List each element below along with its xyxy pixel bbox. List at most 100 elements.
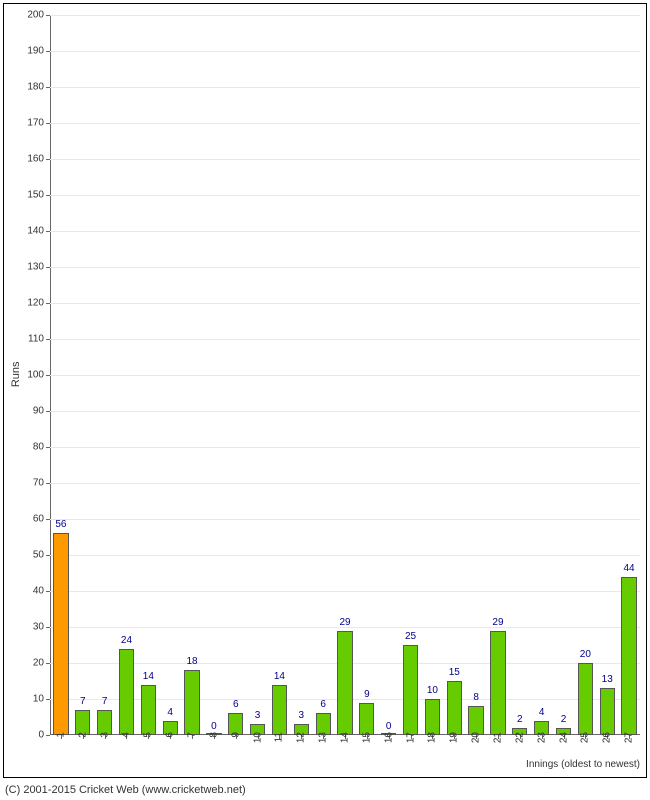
x-tick-label: 24 (558, 732, 569, 743)
y-tick (46, 735, 50, 736)
y-tick (46, 123, 50, 124)
y-tick-label: 40 (10, 586, 44, 597)
bar (53, 533, 68, 735)
bar-value-label: 6 (320, 699, 326, 710)
y-tick (46, 339, 50, 340)
y-tick-label: 120 (10, 298, 44, 309)
x-tick-label: 9 (230, 732, 241, 738)
gridline (50, 123, 640, 124)
gridline (50, 15, 640, 16)
bar (359, 703, 374, 735)
y-tick-label: 0 (10, 730, 44, 741)
bar-value-label: 9 (364, 689, 370, 700)
bar (468, 706, 483, 735)
bar-value-label: 13 (602, 674, 613, 685)
bar-value-label: 15 (449, 667, 460, 678)
y-tick-label: 60 (10, 514, 44, 525)
bar (621, 577, 636, 735)
bar (447, 681, 462, 735)
bar-value-label: 0 (211, 721, 217, 732)
gridline (50, 411, 640, 412)
y-tick-label: 90 (10, 406, 44, 417)
x-tick-label: 7 (187, 732, 198, 738)
bar-value-label: 7 (102, 696, 108, 707)
x-tick-label: 14 (340, 732, 351, 743)
x-tick-label: 22 (514, 732, 525, 743)
bar-value-label: 14 (274, 671, 285, 682)
x-tick-label: 4 (121, 732, 132, 738)
bar-value-label: 20 (580, 649, 591, 660)
y-tick (46, 267, 50, 268)
y-tick-label: 30 (10, 622, 44, 633)
bar-value-label: 3 (299, 710, 305, 721)
bar-value-label: 29 (339, 617, 350, 628)
y-tick (46, 15, 50, 16)
y-tick (46, 699, 50, 700)
y-tick (46, 231, 50, 232)
bar-value-label: 25 (405, 631, 416, 642)
bar-value-label: 0 (386, 721, 392, 732)
x-tick-label: 8 (208, 732, 219, 738)
gridline (50, 303, 640, 304)
x-tick-label: 11 (274, 732, 285, 742)
bar-value-label: 18 (186, 656, 197, 667)
y-tick-label: 20 (10, 658, 44, 669)
bar-value-label: 4 (167, 707, 173, 718)
plot-area: 0102030405060708090100110120130140150160… (50, 15, 640, 735)
bar-value-label: 10 (427, 685, 438, 696)
x-tick-label: 13 (318, 732, 329, 743)
y-tick-label: 110 (10, 334, 44, 345)
x-tick-label: 23 (536, 732, 547, 743)
x-tick-label: 12 (296, 732, 307, 743)
gridline (50, 447, 640, 448)
gridline (50, 339, 640, 340)
gridline (50, 159, 640, 160)
copyright-text: (C) 2001-2015 Cricket Web (www.cricketwe… (5, 784, 246, 796)
y-tick (46, 663, 50, 664)
x-tick-label: 6 (165, 732, 176, 738)
gridline (50, 51, 640, 52)
x-tick-label: 21 (492, 732, 503, 743)
y-tick-label: 170 (10, 118, 44, 129)
x-tick-label: 25 (580, 732, 591, 743)
y-tick-label: 200 (10, 10, 44, 21)
x-axis-label: Innings (oldest to newest) (526, 759, 640, 770)
gridline (50, 591, 640, 592)
bar-value-label: 4 (539, 707, 545, 718)
y-tick (46, 627, 50, 628)
gridline (50, 483, 640, 484)
bar-value-label: 3 (255, 710, 261, 721)
bar (425, 699, 440, 735)
x-tick-label: 27 (624, 732, 635, 743)
y-tick-label: 50 (10, 550, 44, 561)
bar-value-label: 7 (80, 696, 86, 707)
x-tick-label: 15 (361, 732, 372, 743)
bar-value-label: 2 (517, 714, 523, 725)
y-tick (46, 555, 50, 556)
y-tick (46, 483, 50, 484)
bar (119, 649, 134, 735)
bar-value-label: 6 (233, 699, 239, 710)
bar (403, 645, 418, 735)
x-tick-label: 19 (449, 732, 460, 743)
x-tick-label: 1 (55, 732, 66, 738)
bar-value-label: 2 (561, 714, 567, 725)
y-tick-label: 100 (10, 370, 44, 381)
chart-container: Runs 01020304050607080901001101201301401… (0, 0, 650, 800)
x-tick-label: 20 (471, 732, 482, 743)
x-tick-label: 2 (77, 732, 88, 738)
bar (337, 631, 352, 735)
x-tick-label: 10 (252, 732, 263, 743)
y-tick-label: 160 (10, 154, 44, 165)
y-tick (46, 375, 50, 376)
bar-value-label: 29 (492, 617, 503, 628)
gridline (50, 87, 640, 88)
y-tick-label: 70 (10, 478, 44, 489)
y-tick (46, 591, 50, 592)
y-tick (46, 195, 50, 196)
y-tick (46, 159, 50, 160)
y-tick-label: 140 (10, 226, 44, 237)
x-tick-label: 17 (405, 732, 416, 743)
bar-value-label: 44 (624, 563, 635, 574)
gridline (50, 375, 640, 376)
